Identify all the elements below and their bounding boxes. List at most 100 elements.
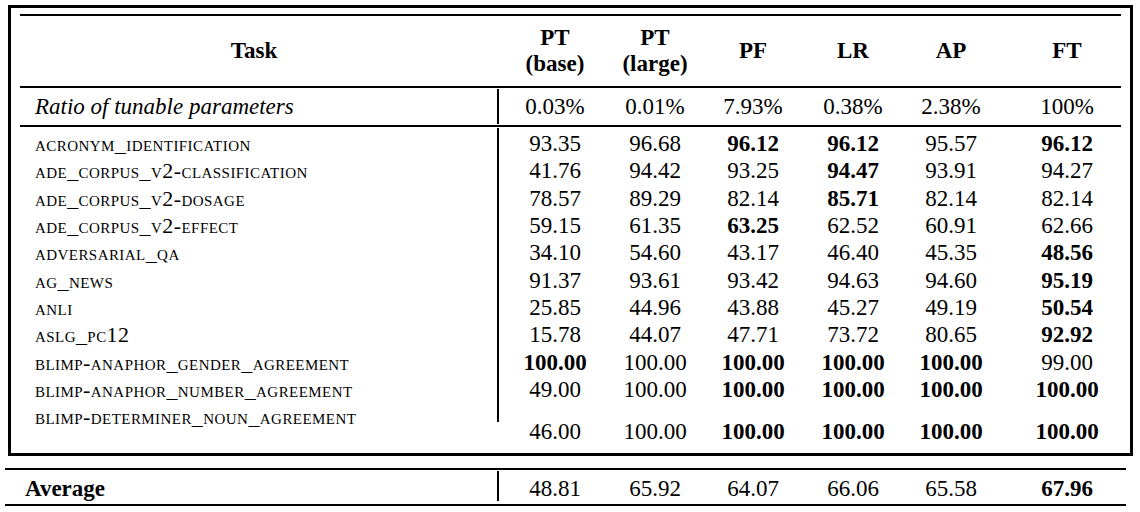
score-cell: 48.56 — [1002, 239, 1132, 266]
task-name: blimp-determiner_noun_agreement — [8, 403, 500, 430]
score-cell: 47.71 — [700, 321, 806, 348]
score-cell: 73.72 — [806, 321, 900, 348]
header-line: PF — [739, 38, 767, 64]
score-cell: 15.78 — [500, 321, 610, 348]
table-row: adversarial_qa34.1054.6043.1746.4045.354… — [8, 239, 1132, 266]
header-line: (base) — [526, 51, 585, 77]
table-row: anli25.8544.9643.8845.2749.1950.54 — [8, 294, 1132, 321]
score-cell: 100.00 — [610, 376, 700, 403]
score-cell: 43.17 — [700, 239, 806, 266]
average-score-cell: 65.58 — [900, 475, 1002, 502]
score-cell: 100.00 — [806, 418, 900, 447]
score-cell: 93.35 — [500, 130, 610, 157]
score-cell: 45.27 — [806, 294, 900, 321]
column-header-pf: PF — [700, 15, 806, 87]
table-row: aslg_pc1215.7844.0747.7173.7280.6592.92 — [8, 321, 1132, 348]
header-line: FT — [1052, 38, 1081, 64]
score-cell: 80.65 — [900, 321, 1002, 348]
score-cell: 46.40 — [806, 239, 900, 266]
score-cell: 78.57 — [500, 185, 610, 212]
score-cell: 93.25 — [700, 157, 806, 184]
score-cell: 50.54 — [1002, 294, 1132, 321]
table-row: ade_corpus_v2-effect59.1561.3563.2562.52… — [8, 212, 1132, 239]
ratio-value: 0.03% — [500, 93, 610, 120]
score-cell: 54.60 — [610, 239, 700, 266]
header-line: PT — [540, 25, 569, 51]
score-cell: 100.00 — [900, 376, 1002, 403]
score-cell: 41.76 — [500, 157, 610, 184]
score-cell: 44.07 — [610, 321, 700, 348]
header-line: LR — [837, 38, 869, 64]
score-cell: 93.42 — [700, 267, 806, 294]
score-cell: 95.19 — [1002, 267, 1132, 294]
score-cell: 82.14 — [900, 185, 1002, 212]
column-header-ap: AP — [900, 15, 1002, 87]
score-cell: 94.63 — [806, 267, 900, 294]
score-cell: 59.15 — [500, 212, 610, 239]
score-cell: 45.35 — [900, 239, 1002, 266]
task-rows: acronym_identification93.3596.6896.1296.… — [0, 130, 1140, 447]
header-line: AP — [936, 38, 967, 64]
ratio-value: 100% — [1002, 93, 1132, 120]
ratio-value: 2.38% — [900, 93, 1002, 120]
average-label: Average — [8, 475, 500, 502]
average-score-cell: 67.96 — [1002, 475, 1132, 502]
score-cell: 100.00 — [610, 349, 700, 376]
ratio-value: 0.38% — [806, 93, 900, 120]
score-cell: 62.66 — [1002, 212, 1132, 239]
score-cell: 100.00 — [610, 418, 700, 447]
score-cell: 96.68 — [610, 130, 700, 157]
header-line: (large) — [622, 51, 687, 77]
task-name: blimp-anaphor_number_agreement — [8, 376, 500, 403]
column-header-lr: LR — [806, 15, 900, 87]
score-cell: 100.00 — [1002, 418, 1132, 447]
column-header-pt-large: PT(large) — [610, 15, 700, 87]
task-name: ag_news — [8, 267, 500, 294]
average-score-cell: 65.92 — [610, 475, 700, 502]
column-header-pt-base: PT(base) — [500, 15, 610, 87]
score-cell: 63.25 — [700, 212, 806, 239]
task-name: adversarial_qa — [8, 239, 500, 266]
score-cell: 49.19 — [900, 294, 1002, 321]
average-score-cell: 64.07 — [700, 475, 806, 502]
task-name: acronym_identification — [8, 130, 500, 157]
score-cell: 34.10 — [500, 239, 610, 266]
score-cell: 94.60 — [900, 267, 1002, 294]
table-row: blimp-anaphor_gender_agreement 100.00 100.… — [8, 348, 1132, 375]
score-cell: 93.91 — [900, 157, 1002, 184]
score-cell: 96.12 — [700, 130, 806, 157]
score-cell: 46.00 — [500, 418, 610, 447]
score-cell: 100.00 — [806, 349, 900, 376]
table-row: ade_corpus_v2-classification41.7694.4293… — [8, 157, 1132, 184]
score-cell: 89.29 — [610, 185, 700, 212]
task-name: anli — [8, 294, 500, 321]
task-name: ade_corpus_v2-effect — [8, 212, 500, 239]
score-cell: 91.37 — [500, 267, 610, 294]
header-row: Task PT(base) PT(large) PF LR AP FT — [8, 15, 1132, 87]
column-header-task: Task — [8, 15, 500, 87]
score-cell: 94.42 — [610, 157, 700, 184]
score-cell: 49.00 — [500, 376, 610, 403]
score-cell: 100.00 — [1002, 376, 1132, 403]
score-cell: 94.27 — [1002, 157, 1132, 184]
task-name: blimp-anaphor_gender_agreement — [8, 349, 500, 376]
score-cell: 93.61 — [610, 267, 700, 294]
ratio-row: Ratio of tunable parameters 0.03% 0.01% … — [8, 88, 1132, 125]
table-row: ade_corpus_v2-dosage78.5789.2982.1485.71… — [8, 185, 1132, 212]
score-cell: 82.14 — [700, 185, 806, 212]
score-cell: 43.88 — [700, 294, 806, 321]
score-cell: 44.96 — [610, 294, 700, 321]
score-cell: 92.92 — [1002, 321, 1132, 348]
score-cell: 96.12 — [1002, 130, 1132, 157]
header-line: PT — [640, 25, 669, 51]
score-cell: 100.00 — [700, 418, 806, 447]
score-cell: 82.14 — [1002, 185, 1132, 212]
table-row: ag_news91.3793.6193.4294.6394.6095.19 — [8, 266, 1132, 293]
score-cell: 85.71 — [806, 185, 900, 212]
score-cell: 61.35 — [610, 212, 700, 239]
column-header-ft: FT — [1002, 15, 1132, 87]
ratio-value: 7.93% — [700, 93, 806, 120]
score-cell: 94.47 — [806, 157, 900, 184]
header-line: Task — [231, 38, 277, 64]
average-score-cell: 48.81 — [500, 475, 610, 502]
